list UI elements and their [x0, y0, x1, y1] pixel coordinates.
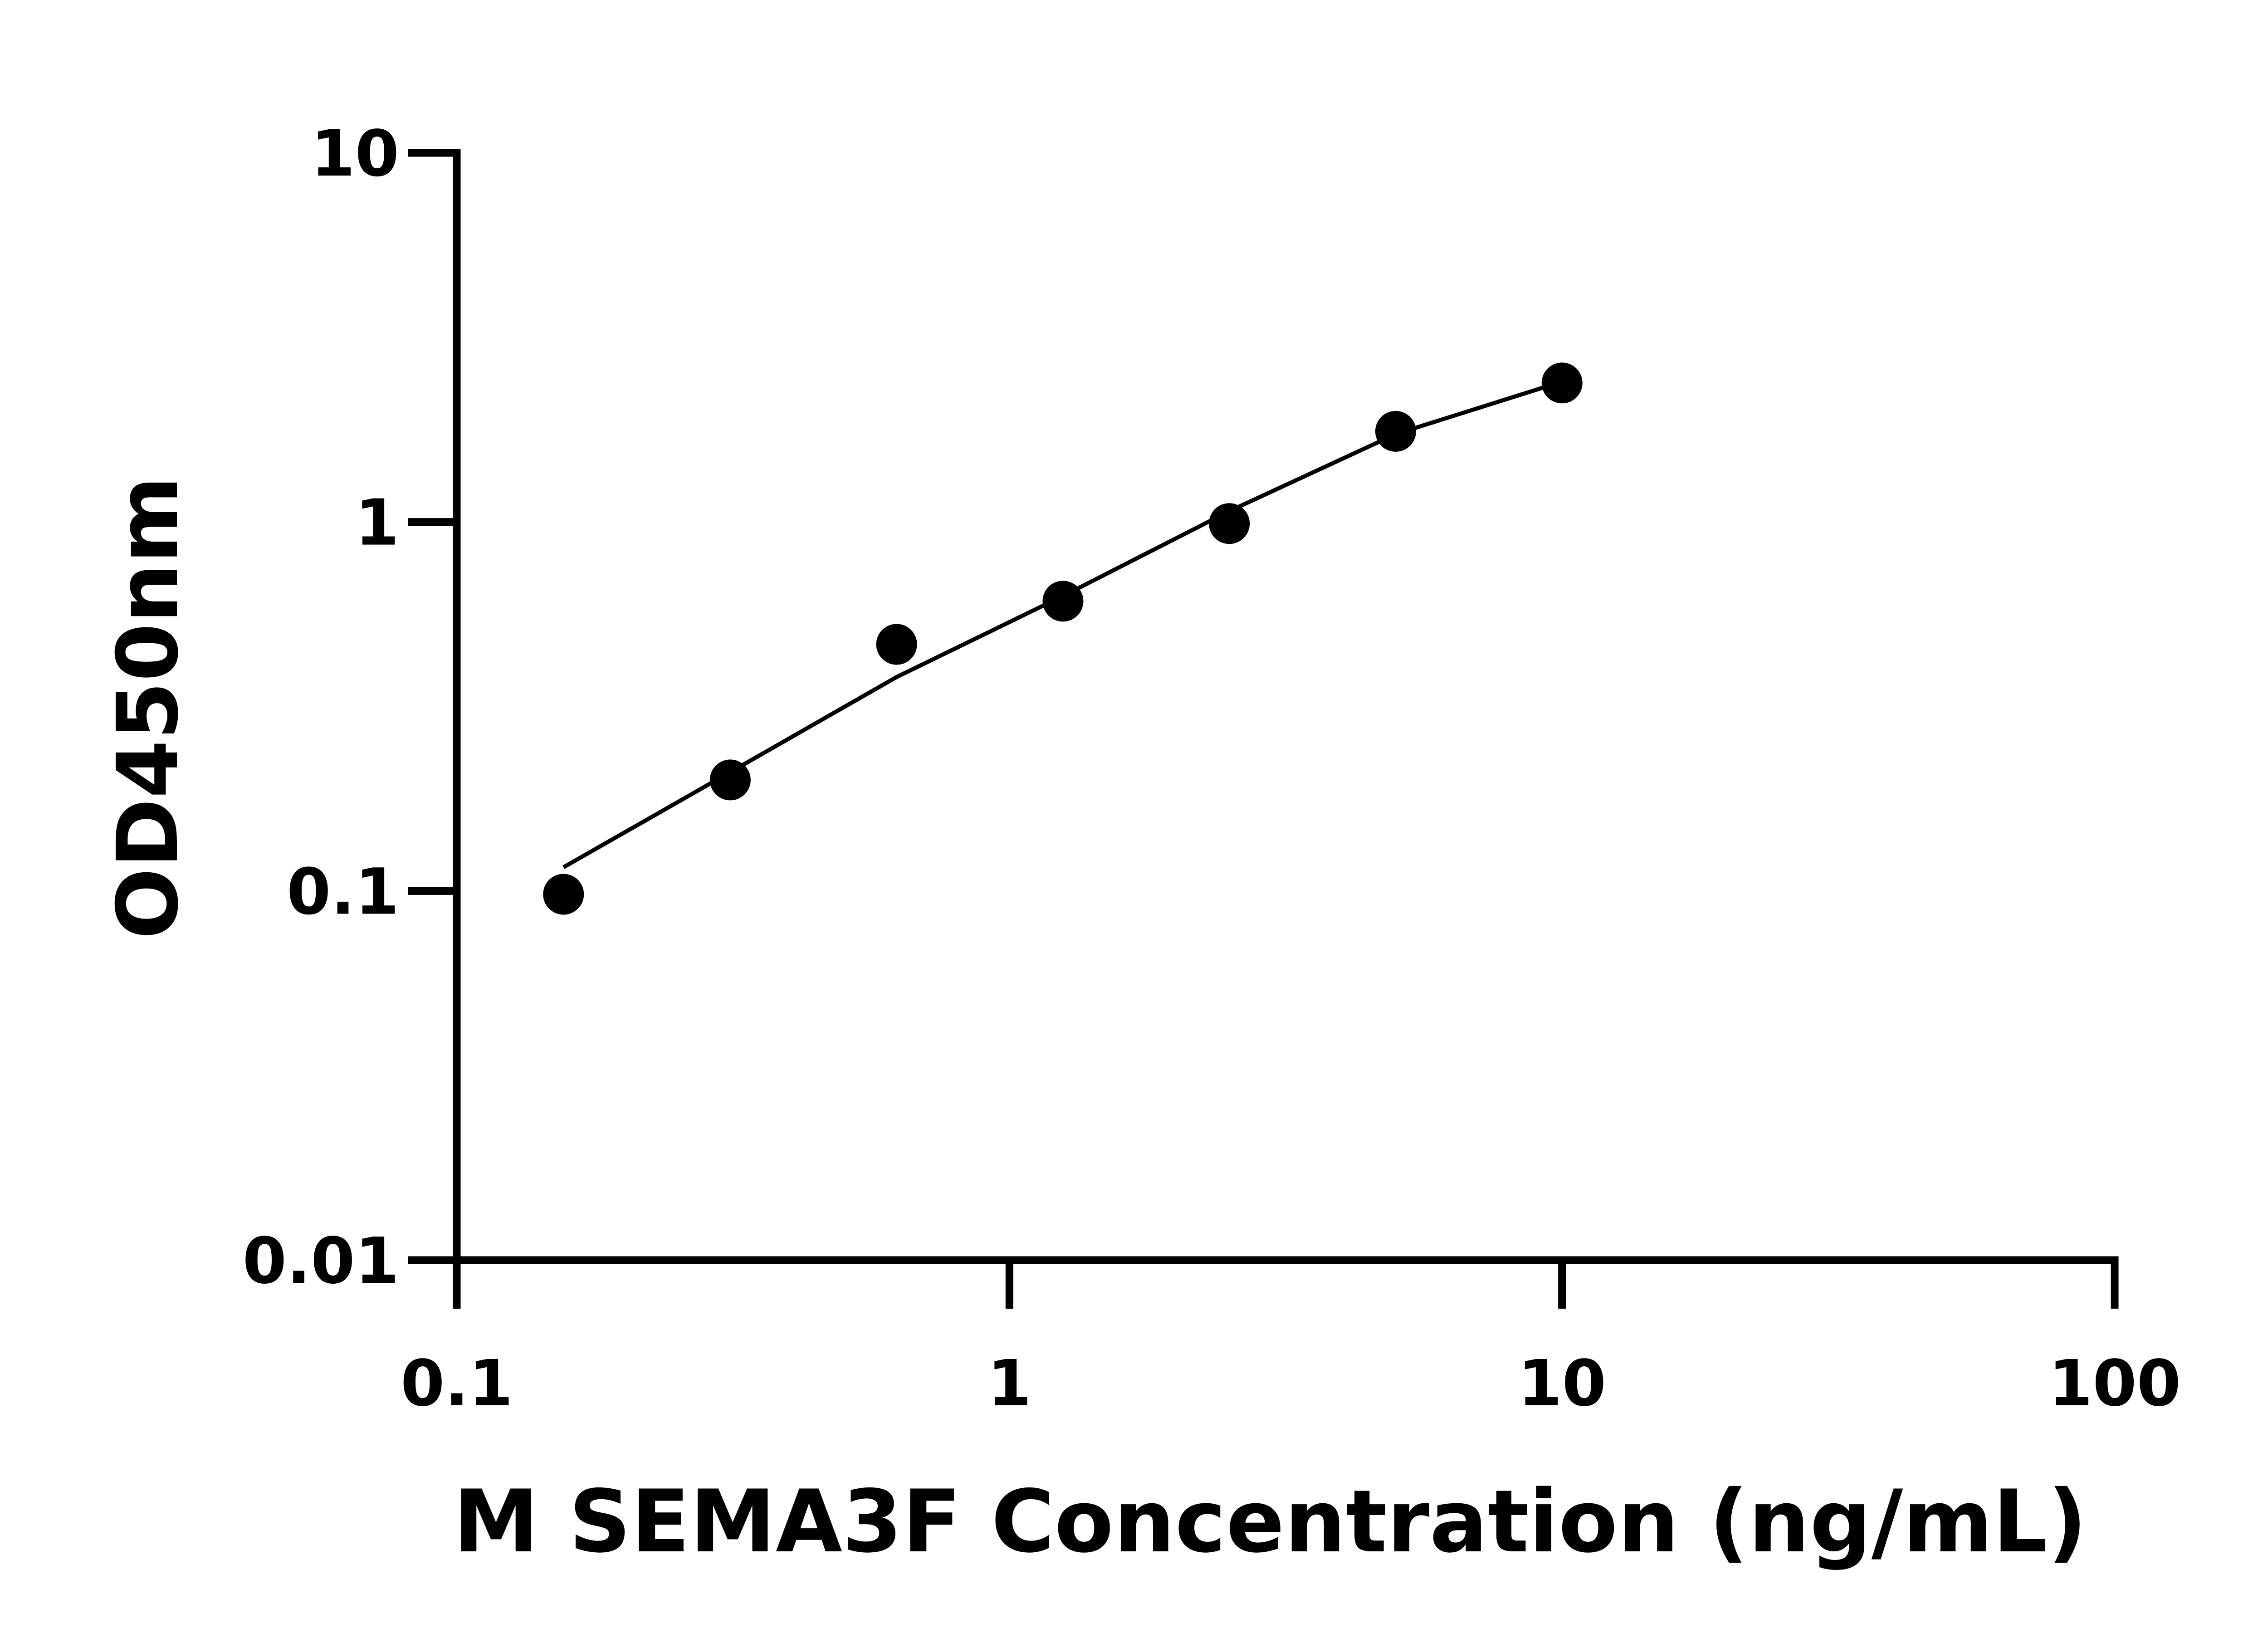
y-tick-label: 1	[355, 486, 399, 560]
y-axis-label: OD450nm	[99, 476, 197, 939]
x-tick-label: 0.1	[401, 1347, 513, 1421]
data-point	[1375, 411, 1416, 452]
y-tick-label: 10	[311, 117, 399, 191]
data-point	[1042, 581, 1084, 622]
data-point	[1209, 503, 1250, 544]
x-tick-label: 100	[2048, 1347, 2181, 1421]
y-tick-label: 0.01	[243, 1224, 399, 1298]
fit-curve	[562, 380, 1563, 869]
data-point	[543, 874, 584, 915]
x-tick-label: 1	[987, 1347, 1031, 1421]
x-tick-label: 10	[1518, 1347, 1606, 1421]
data-point	[1541, 362, 1583, 404]
data-point	[709, 759, 751, 801]
data-point	[876, 624, 917, 665]
x-axis-label: M SEMA3F Concentration (ng/mL)	[453, 1472, 2087, 1572]
y-tick-label: 0.1	[287, 855, 399, 929]
